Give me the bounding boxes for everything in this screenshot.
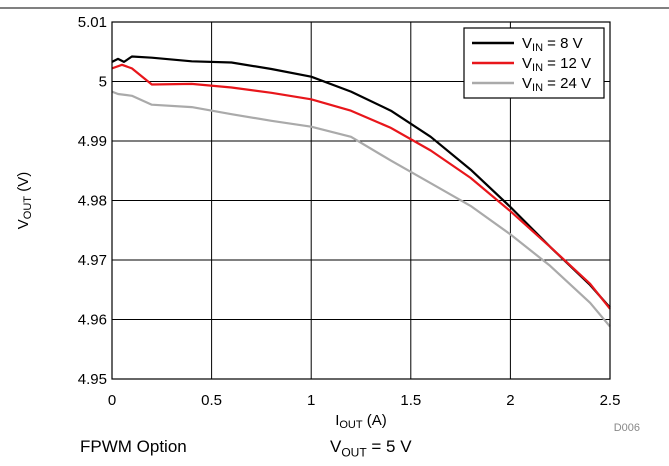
y-tick-label: 4.97 [78, 252, 107, 269]
x-tick-label: 2.5 [600, 392, 621, 409]
legend-label-1: VIN = 8 V [522, 35, 583, 54]
x-axis-title-main: I [335, 412, 339, 429]
caption-vout-sub: OUT [341, 445, 367, 460]
y-tick-label: 5 [99, 74, 107, 91]
caption-vout-rest: = 5 V [366, 437, 412, 456]
y-axis-title: VOUT (V) [15, 172, 34, 229]
caption-fpwm-option: FPWM Option [80, 437, 187, 456]
y-axis-title-main: V [15, 219, 32, 229]
y-tick-label: 4.98 [78, 193, 107, 210]
x-axis-title: IOUT (A) [335, 412, 387, 431]
x-tick-label: 0.5 [201, 392, 222, 409]
y-axis-ticks: 4.95 4.96 4.97 4.98 4.99 5 5.01 [78, 14, 107, 388]
legend-box [463, 27, 605, 99]
y-axis-title-unit: (V) [15, 172, 32, 196]
x-axis-title-sub: OUT [339, 419, 363, 431]
y-axis-title-sub: OUT [22, 196, 34, 220]
x-tick-label: 1 [307, 392, 315, 409]
x-axis-title-unit: (A) [363, 412, 387, 429]
legend-label-3: VIN = 24 V [522, 75, 591, 94]
y-tick-label: 4.96 [78, 312, 107, 329]
caption-vout: VOUT = 5 V [330, 437, 412, 459]
series-line-2 [111, 63, 611, 310]
x-tick-label: 1.5 [400, 392, 421, 409]
legend-label-2: VIN = 12 V [522, 55, 591, 74]
x-tick-label: 2 [506, 392, 514, 409]
y-tick-label: 5.01 [78, 14, 107, 31]
series-line-3 [111, 90, 611, 328]
x-axis-ticks: 0 0.5 1 1.5 2 2.5 [108, 392, 621, 409]
y-tick-label: 4.95 [78, 371, 107, 388]
series-line-1 [111, 55, 611, 309]
x-tick-label: 0 [108, 392, 116, 409]
plot-frame [111, 21, 611, 380]
caption-vout-main: V [330, 437, 342, 456]
figure-code: D006 [614, 422, 640, 434]
y-tick-label: 4.99 [78, 133, 107, 150]
series-lines [111, 55, 611, 328]
